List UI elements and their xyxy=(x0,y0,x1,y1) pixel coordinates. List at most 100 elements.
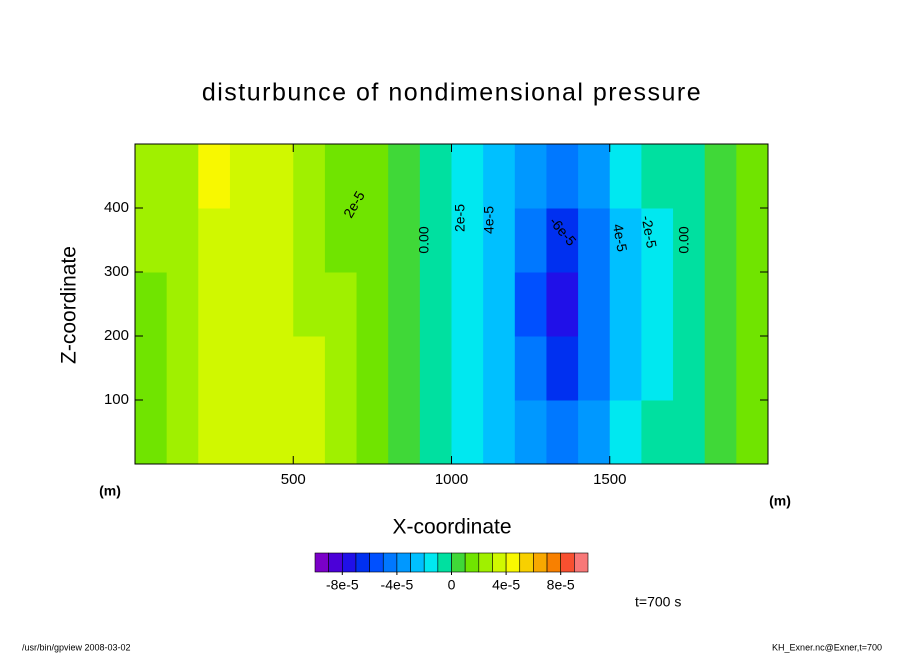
contour-label: 4e-5 xyxy=(610,223,631,254)
cell xyxy=(261,272,294,337)
cell xyxy=(324,144,358,209)
colorbar-box xyxy=(451,552,466,573)
cell xyxy=(546,208,579,273)
cell xyxy=(356,336,389,401)
cell xyxy=(166,400,199,465)
cell xyxy=(673,144,706,209)
cell xyxy=(578,144,611,209)
cell xyxy=(261,208,294,273)
cell xyxy=(388,144,421,209)
colorbar-box xyxy=(314,552,329,573)
cell xyxy=(546,144,579,209)
cell xyxy=(324,400,358,465)
cell xyxy=(451,400,484,465)
cell xyxy=(261,144,294,209)
cell xyxy=(166,336,199,401)
cell xyxy=(704,400,737,465)
cell xyxy=(419,208,452,273)
x-tick-label: 1500 xyxy=(593,471,626,488)
cell xyxy=(356,400,389,465)
cell xyxy=(293,272,326,337)
footer-right: KH_Exner.nc@Exner,t=700 xyxy=(772,642,882,652)
cell xyxy=(736,144,769,209)
cell xyxy=(135,336,168,401)
cell xyxy=(546,400,579,465)
cell xyxy=(704,208,737,273)
contour-label: -2e-5 xyxy=(639,214,660,249)
cell xyxy=(419,336,452,401)
x-axis-label: X-coordinate xyxy=(392,516,511,539)
cell xyxy=(293,336,326,401)
cell xyxy=(514,336,547,401)
cell xyxy=(324,208,358,273)
cell xyxy=(673,272,706,337)
cell xyxy=(135,208,168,273)
colorbar-box xyxy=(369,552,384,573)
field xyxy=(135,144,769,465)
cell xyxy=(388,400,421,465)
cell xyxy=(166,144,199,209)
cell xyxy=(324,272,358,337)
cell xyxy=(419,272,452,337)
cell xyxy=(609,272,642,337)
cell xyxy=(388,336,421,401)
cell xyxy=(483,208,516,273)
cell xyxy=(261,336,294,401)
cell xyxy=(673,208,706,273)
cell xyxy=(514,208,547,273)
cell xyxy=(546,272,579,337)
colorbar-box xyxy=(396,552,411,573)
cell xyxy=(578,208,611,273)
colorbar-tick-label: 8e-5 xyxy=(547,577,575,593)
cell xyxy=(166,208,199,273)
cell xyxy=(514,272,547,337)
colorbar-box xyxy=(410,552,425,573)
cell xyxy=(198,336,231,401)
cell xyxy=(293,208,326,273)
cell xyxy=(483,272,516,337)
cell xyxy=(578,272,611,337)
cell xyxy=(229,208,263,273)
cell xyxy=(229,400,263,465)
cell xyxy=(483,336,516,401)
cell xyxy=(609,336,642,401)
colorbar-box xyxy=(437,552,452,573)
cell xyxy=(704,272,737,337)
contour-label: 0.00 xyxy=(676,226,692,253)
cell xyxy=(388,208,421,273)
colorbar-tick-label: -8e-5 xyxy=(326,577,359,593)
x-tick-label: 500 xyxy=(281,471,306,488)
cell xyxy=(388,272,421,337)
cell xyxy=(578,400,611,465)
cell xyxy=(673,336,706,401)
cell xyxy=(609,400,642,465)
colorbar-box xyxy=(505,552,521,573)
y-unit: (m) xyxy=(99,483,121,499)
cell xyxy=(514,144,547,209)
colorbar-box xyxy=(355,552,370,573)
cell xyxy=(419,400,452,465)
contour-label: 4e-5 xyxy=(481,206,497,234)
cell xyxy=(135,144,168,209)
cell xyxy=(641,272,674,337)
cell xyxy=(356,208,389,273)
cell xyxy=(609,208,642,273)
colorbar-box xyxy=(533,552,548,573)
cell xyxy=(229,336,263,401)
cell xyxy=(483,144,516,209)
y-tick-label: 400 xyxy=(104,199,129,216)
colorbar-tick-label: 0 xyxy=(448,577,456,593)
cell xyxy=(135,400,168,465)
footer-left: /usr/bin/gpview 2008-03-02 xyxy=(22,642,131,652)
y-tick-label: 300 xyxy=(104,263,129,280)
colorbar-box xyxy=(546,552,561,573)
cell xyxy=(736,400,769,465)
x-tick-label: 1000 xyxy=(435,471,468,488)
cell xyxy=(198,400,231,465)
colorbar-box xyxy=(328,552,343,573)
cell xyxy=(451,336,484,401)
cell xyxy=(704,144,737,209)
colorbar-box xyxy=(519,552,534,573)
cell xyxy=(609,144,642,209)
